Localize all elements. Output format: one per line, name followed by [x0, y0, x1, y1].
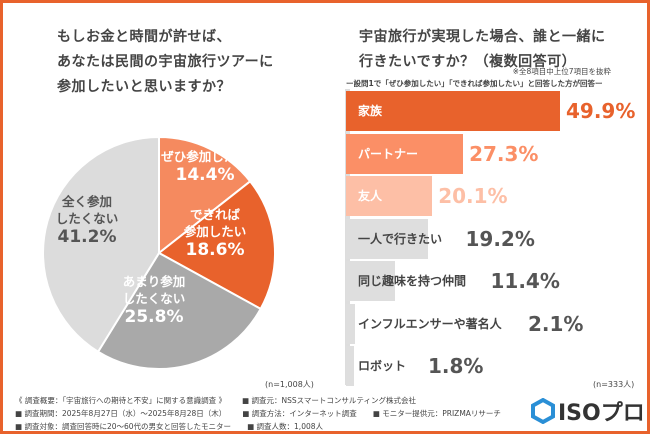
bar-value-label: 19.2% [465, 226, 535, 251]
pie-value-label: 18.6% [185, 240, 245, 260]
question-line: もしお金と時間が許せば、 [57, 29, 231, 45]
logo-text: ISOプロ [558, 401, 645, 426]
pie-category-label: したくない [55, 211, 119, 226]
pie-value-label: 41.2% [57, 227, 117, 247]
footer-item: 《 調査概要：「宇宙旅行への期待と不安」に関する意識調査 》 [15, 396, 227, 405]
footer-item: ■ 調査方法：インターネット調査 [242, 409, 357, 418]
pie-value-label: 25.8% [124, 307, 184, 327]
pie-slice [157, 179, 276, 311]
footer-line: ■ 調査対象：調査回答時に20～60代の男女と回答したモニター ■ 調査人数：1,… [15, 421, 339, 432]
pie-label: あまり参加したくない 25.8% [104, 273, 204, 328]
right-sample-size: (n=333人) [593, 380, 635, 389]
bar [346, 218, 429, 259]
pie-label: できれば参加したい 18.6% [165, 206, 265, 261]
left-sample-size: (n=1,008人) [265, 380, 314, 389]
bar-category-label: 一人で行きたい [358, 231, 443, 246]
right-question: 宇宙旅行が実現した場合、誰と一緒に 行きたいですか？（複数回答可） [359, 25, 606, 75]
pie-slice [158, 135, 252, 256]
bar-value-label: 2.1% [528, 311, 584, 336]
pie-category-label: 参加したい [183, 224, 247, 239]
pie-chart [42, 135, 276, 370]
bar-category-label: 家族 [358, 104, 383, 118]
bar-value-label: 20.1% [438, 184, 508, 208]
footer-item: ■ 調査対象：調査回答時に20～60代の男女と回答したモニター [15, 422, 232, 431]
bar [346, 346, 354, 386]
question-line: 宇宙旅行が実現した場合、誰と一緒に [359, 29, 606, 45]
bar [346, 303, 355, 344]
footer-line: ■ 調査期間：2025年8月27日（水）～2025年8月28日（木） ■ 調査方法… [15, 408, 517, 419]
pie-slice [42, 135, 160, 354]
pie-category-label: したくない [122, 291, 186, 306]
bar-subtitle: ー設問1で「ぜひ参加したい」「できれば参加したい」と回答した方が回答ー [346, 79, 603, 88]
hexagon-logo-icon [531, 398, 555, 424]
question-line: 参加したいと思いますか？ [57, 79, 231, 95]
footer-item: ■ モニター提供元：PRIZMAリサーチ [372, 409, 501, 418]
pie-category-label: 全く参加 [61, 194, 112, 209]
bar-value-label: 49.9% [566, 99, 636, 123]
bar-category-label: パートナー [358, 146, 419, 161]
bar-category-label: ロボット [358, 359, 407, 373]
footer-item: ■ 調査元：NSSスマートコンサルティング株式会社 [242, 396, 416, 405]
pie-category-label: できれば [189, 207, 240, 222]
bar [346, 133, 464, 174]
logo: ISOプロ [531, 395, 645, 427]
bar-category-label: 同じ趣味を持つ仲間 [358, 274, 467, 288]
bar-category-label: インフルエンサーや著名人 [358, 316, 502, 331]
pie-label: 全く参加したくない 41.2% [37, 193, 137, 248]
question-line: あなたは民間の宇宙旅行ツアーに [57, 54, 274, 70]
footer-line: 《 調査概要：「宇宙旅行への期待と不安」に関する意識調査 》 ■ 調査元：NSSス… [15, 395, 432, 406]
bar-value-label: 27.3% [469, 141, 539, 166]
bar [346, 176, 433, 216]
bar-value-label: 11.4% [490, 269, 560, 293]
pie-slice [96, 251, 263, 370]
bar-value-label: 1.8% [428, 354, 484, 378]
question-line: 行きたいですか？（複数回答可） [359, 54, 577, 70]
bar [346, 91, 560, 131]
bar [346, 261, 395, 301]
left-question: もしお金と時間が許せば、 あなたは民間の宇宙旅行ツアーに 参加したいと思いますか… [57, 25, 274, 100]
note: ※全8項目中上位7項目を抜粋 [512, 67, 611, 76]
bar-category-label: 友人 [358, 189, 383, 203]
footer-item: ■ 調査期間：2025年8月27日（水）～2025年8月28日（木） [15, 409, 227, 418]
pie-value-label: 14.4% [175, 165, 235, 185]
footer-item: ■ 調査人数：1,008人 [247, 422, 324, 431]
pie-label: ぜひ参加したい 14.4% [155, 148, 255, 186]
pie-category-label: ぜひ参加したい [161, 149, 249, 164]
pie-category-label: あまり参加 [122, 274, 186, 289]
